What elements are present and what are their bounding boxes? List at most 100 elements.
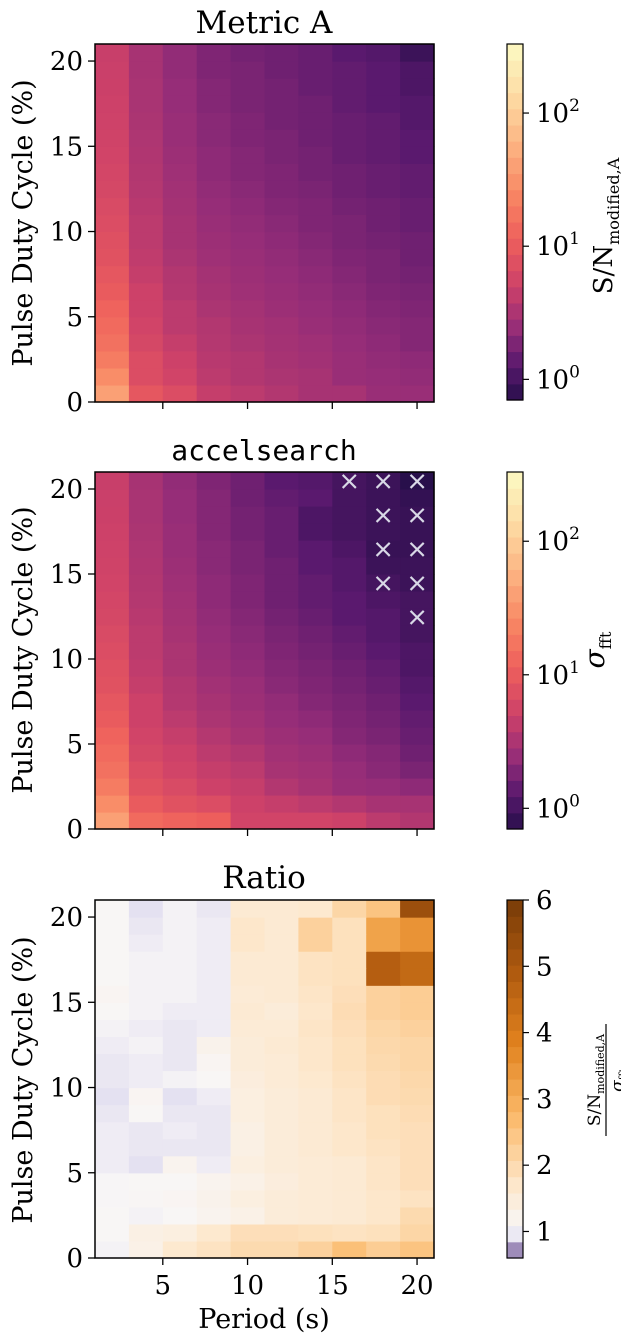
heatmap-cell: [196, 112, 232, 130]
heatmap-cell: [332, 384, 367, 403]
colorbar-segment: [507, 650, 523, 668]
heatmap-cell: [366, 163, 401, 181]
heatmap-cell: [332, 1087, 367, 1106]
heatmap-cell: [264, 163, 299, 181]
heatmap-cell: [230, 642, 266, 660]
heatmap-cell: [230, 1070, 266, 1089]
heatmap-cell: [230, 951, 266, 969]
heatmap-cell: [162, 333, 198, 352]
heatmap-cell: [95, 1036, 130, 1055]
heatmap-cell: [400, 523, 435, 541]
heatmap-cell: [162, 659, 198, 677]
heatmap-cell: [95, 523, 130, 541]
heatmap-cell: [264, 61, 299, 79]
heatmap-cell: [400, 710, 435, 728]
y-axis-ticks: 0 5 10 15 20: [50, 47, 95, 418]
y-tick-label: 10: [50, 1074, 83, 1104]
heatmap-cell: [95, 333, 130, 352]
colorbar-segment: [507, 1144, 523, 1161]
heatmap-cell: [128, 968, 164, 986]
marker-x: ×: [372, 467, 394, 497]
heatmap-cell: [196, 1189, 232, 1208]
heatmap-cell: [298, 1036, 333, 1055]
heatmap-cell: [400, 761, 435, 779]
heatmap-cell: [264, 625, 299, 643]
heatmap-cell: [298, 968, 333, 986]
heatmap-cell: [230, 282, 266, 301]
colorbar-segment: [507, 335, 523, 353]
heatmap-cell: [332, 523, 367, 541]
heatmap-cell: [196, 180, 232, 199]
colorbar-segment: [507, 254, 523, 272]
heatmap-cell: [400, 1206, 435, 1225]
heatmap-cell: [264, 968, 299, 986]
heatmap-cell: [366, 1070, 401, 1089]
heatmap-cell: [332, 778, 367, 796]
heatmap-cell: [230, 61, 266, 79]
heatmap-cell: [95, 934, 130, 952]
heatmap-cell: [196, 1070, 232, 1089]
heatmap-cell: [366, 778, 401, 796]
heatmap-cell: [162, 1053, 198, 1072]
heatmap-cell: [366, 316, 401, 335]
colorbar-segment: [507, 715, 523, 733]
heatmap-cell: [230, 1138, 266, 1157]
heatmap-cell: [264, 1087, 299, 1106]
heatmap-cell: [128, 625, 164, 643]
colorbar-segment: [507, 601, 523, 619]
heatmap-cell: [298, 744, 333, 762]
heatmap-cell: [196, 61, 232, 79]
heatmap-cell: [95, 299, 130, 318]
heatmap-cell: [128, 489, 164, 507]
heatmap-cell: [366, 367, 401, 386]
colorbar-segment: [507, 108, 523, 126]
x-tick-label: 20: [401, 1271, 434, 1301]
heatmap-cell: [264, 900, 299, 918]
heatmap-cell: [332, 934, 367, 952]
heatmap-cell: [162, 917, 198, 935]
heatmap-cell: [128, 44, 164, 62]
heatmap-cell: [298, 710, 333, 728]
colorbar-frame: [506, 899, 524, 1259]
heatmap-cell: [128, 1053, 164, 1072]
heatmap-cell: [128, 951, 164, 969]
heatmap-cell: [128, 812, 164, 830]
heatmap-cell: [332, 1155, 367, 1174]
colorbar-tick-label: 2: [536, 1151, 553, 1181]
heatmap-cell: [162, 231, 198, 250]
heatmap-cell: [230, 333, 266, 352]
colorbar-segment: [507, 1013, 523, 1031]
heatmap-cell: [400, 1172, 435, 1191]
heatmap-cell: [95, 1070, 130, 1089]
heatmap-cell: [332, 1036, 367, 1055]
heatmap-cell: [230, 710, 266, 728]
heatmap-cell: [264, 642, 299, 660]
heatmap-cell: [162, 642, 198, 660]
y-tick-label: 15: [50, 988, 83, 1018]
heatmap-cell: [230, 917, 266, 935]
colorbar-tick-label: 5: [536, 952, 553, 982]
panel-title: Metric A: [196, 5, 333, 41]
heatmap-cell: [298, 197, 333, 216]
svg-text:σfft: σfft: [608, 1068, 621, 1092]
heatmap-cell: [128, 642, 164, 660]
heatmap-cell: [128, 934, 164, 952]
heatmap-cell: [366, 642, 401, 660]
heatmap-cell: [162, 112, 198, 130]
heatmap-cell: [298, 1087, 333, 1106]
colorbar-segment: [507, 699, 523, 717]
heatmap-cell: [230, 197, 266, 216]
heatmap-cell: [196, 625, 232, 643]
heatmap-cell: [162, 489, 198, 507]
heatmap-cell: [400, 1104, 435, 1123]
heatmap-cell: [95, 625, 130, 643]
heatmap-cell: [264, 574, 299, 592]
heatmap-cell: [128, 744, 164, 762]
heatmap-cell: [95, 985, 130, 1003]
y-tick-label: 10: [50, 218, 83, 248]
heatmap-cell: [95, 642, 130, 660]
heatmap-cell: [264, 129, 299, 147]
heatmap-cell: [196, 659, 232, 677]
heatmap-cell: [128, 1019, 164, 1037]
heatmap-cell: [298, 1155, 333, 1174]
